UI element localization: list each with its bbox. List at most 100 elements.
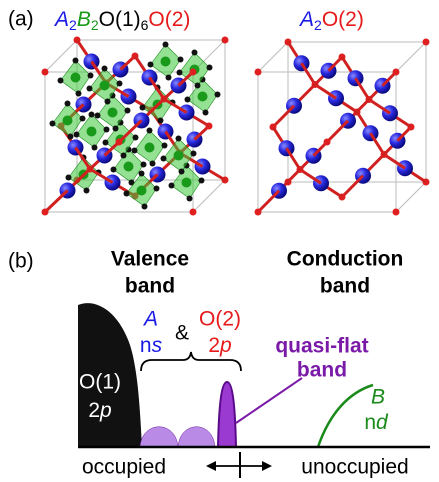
o1-atom xyxy=(113,126,119,132)
o1-atom xyxy=(50,121,56,127)
o1-atom xyxy=(207,65,213,71)
o1-atom xyxy=(76,91,82,97)
o1-atom xyxy=(148,62,154,68)
ampersand: & xyxy=(175,322,189,345)
o1-atom xyxy=(104,127,110,133)
formula-part: 2 xyxy=(314,17,322,33)
o1-atom xyxy=(178,57,184,63)
quasi-flat-band-label: band xyxy=(297,359,347,382)
formula-part: O(2) xyxy=(148,8,190,31)
o1-atom xyxy=(80,116,86,122)
o1-atom xyxy=(65,101,71,107)
o2-atom xyxy=(116,139,123,146)
crystal-structures xyxy=(42,37,430,216)
o1-atom xyxy=(89,112,95,118)
label-part: s xyxy=(152,334,163,357)
conduction-band-title: band xyxy=(320,275,370,298)
o2-band-lobe xyxy=(140,427,178,447)
bond xyxy=(258,191,279,212)
quasi-flat-band-peak xyxy=(218,382,236,447)
o1-atom xyxy=(141,162,147,168)
o1-atom xyxy=(117,81,123,87)
o2-atom xyxy=(423,39,430,46)
o1-atom xyxy=(125,108,131,114)
b-atom xyxy=(87,127,97,137)
label-part: 2 xyxy=(208,334,220,357)
occupied-label: occupied xyxy=(82,456,166,479)
bond xyxy=(327,121,348,142)
o1-atom xyxy=(102,66,108,72)
b-label: nd xyxy=(364,411,389,434)
o1-atom xyxy=(124,191,130,197)
b-atom xyxy=(161,57,171,67)
unoccupied-label: unoccupied xyxy=(301,456,408,479)
o1-atom xyxy=(58,78,64,84)
o1-atom xyxy=(191,151,197,157)
o1-atom xyxy=(158,118,164,124)
o1-atom xyxy=(88,73,94,79)
formula-part: B xyxy=(77,8,91,31)
bond xyxy=(342,176,363,197)
o1-atom xyxy=(105,99,111,105)
o1-atom xyxy=(111,167,117,173)
b-atom xyxy=(63,116,73,126)
o1-atom xyxy=(203,110,209,116)
o1-atom xyxy=(199,178,205,184)
o2-atom xyxy=(190,209,197,216)
formula-part: 2 xyxy=(91,17,99,33)
conduction-band-title: Conduction xyxy=(287,248,404,271)
b-label: B xyxy=(371,386,385,409)
o1-atom xyxy=(169,183,175,189)
o1-atom xyxy=(66,175,72,181)
o2-atom xyxy=(42,209,49,216)
o1-atom xyxy=(187,196,193,202)
quasi-flat-band-label: quasi-flat xyxy=(275,335,368,358)
o1-atom xyxy=(142,204,148,210)
o1-atom xyxy=(185,97,191,103)
a-label: A xyxy=(142,308,158,331)
formula-part: 2 xyxy=(69,17,77,33)
o1-atom xyxy=(154,186,160,192)
o2-label: 2p xyxy=(208,334,231,357)
label-part: 2 xyxy=(88,399,100,422)
panel-label: (a) xyxy=(8,8,34,31)
o2-band-lobe xyxy=(178,427,215,447)
b-atom xyxy=(137,186,147,196)
b-atom xyxy=(182,178,192,188)
label-part: p xyxy=(219,334,232,357)
b-atom xyxy=(145,143,155,153)
o2-atom xyxy=(393,69,400,76)
o2-atom xyxy=(255,209,262,216)
valence-band-title: band xyxy=(125,275,175,298)
formula-part: O(2) xyxy=(322,8,364,31)
bond xyxy=(45,191,68,213)
o1-atom xyxy=(215,92,221,98)
b-atom xyxy=(124,162,134,172)
o1-label: O(1) xyxy=(79,371,121,394)
cell-edge xyxy=(396,42,426,72)
o1-atom xyxy=(163,42,169,48)
o1-atom xyxy=(74,132,80,138)
b-atom xyxy=(100,81,110,91)
label-part: n xyxy=(364,411,376,434)
o1-atom xyxy=(87,86,93,92)
formula-part: 6 xyxy=(141,17,149,33)
cell-edge xyxy=(258,42,288,72)
o1-atom xyxy=(84,188,90,194)
label-part: p xyxy=(99,399,112,422)
o1-atom xyxy=(179,169,185,175)
o2-atom xyxy=(393,209,400,216)
o1-atom xyxy=(133,135,139,141)
o2-atom xyxy=(222,37,229,44)
o2-label: O(2) xyxy=(199,308,241,331)
o1-atom xyxy=(132,148,138,154)
label-part: n xyxy=(140,334,152,357)
o1-atom xyxy=(139,171,145,177)
formula-left: A2B2O(1)6O(2) xyxy=(53,8,190,33)
o1-atom xyxy=(92,145,98,151)
b-atom xyxy=(108,108,118,118)
bond xyxy=(273,106,294,127)
o1-atom xyxy=(195,83,201,89)
o1-atom xyxy=(166,75,172,81)
o2-atom xyxy=(324,139,331,146)
